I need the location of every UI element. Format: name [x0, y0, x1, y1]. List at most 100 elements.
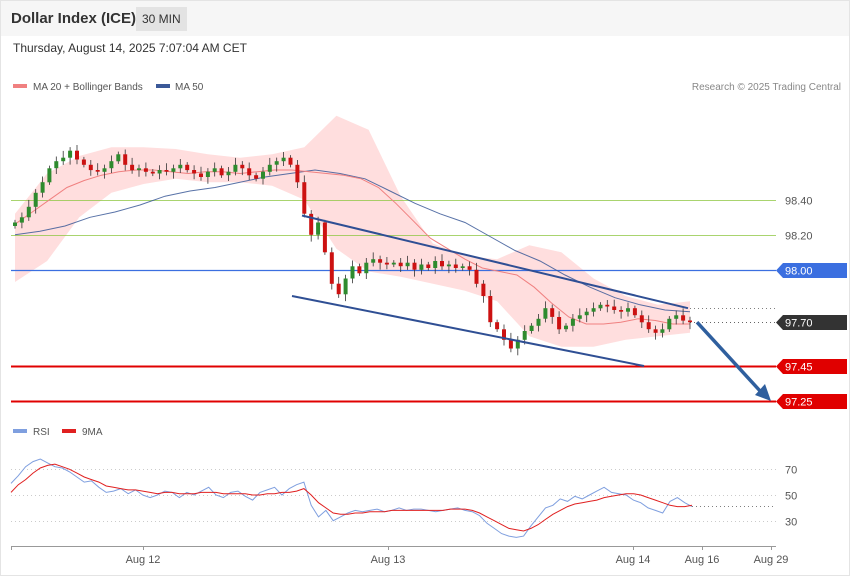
candle-body-up [522, 331, 527, 340]
candle-body-down [150, 171, 155, 174]
candle [143, 162, 148, 177]
candle-body-down [384, 262, 389, 265]
candle-body-up [171, 168, 176, 172]
candle-body-down [453, 264, 458, 268]
candle-body-down [378, 259, 383, 263]
projection-arrow-head [755, 384, 771, 401]
candle [446, 260, 451, 274]
candle-body-down [612, 306, 617, 310]
candle [502, 324, 506, 346]
candle [274, 157, 279, 172]
candle-body-up [109, 161, 114, 169]
x-axis: Aug 12 Aug 13 Aug 14 Aug 16 Aug 29 [11, 546, 788, 566]
candle [288, 155, 293, 168]
channel-upper-line [301, 214, 689, 310]
candle-body-up [364, 262, 369, 274]
candle-body-up [674, 315, 679, 319]
candle [26, 199, 31, 221]
candle [33, 189, 38, 214]
candle-body-down [412, 262, 417, 270]
ma20-line [14, 169, 690, 325]
candle [81, 156, 86, 168]
candle [550, 304, 555, 324]
candle [75, 145, 79, 165]
rsi-9ma-line [10, 463, 693, 532]
candle [681, 308, 686, 325]
candle-body-down [557, 317, 562, 330]
candle [309, 210, 314, 242]
candle-body-down [240, 164, 245, 169]
candle-body-up [446, 264, 451, 267]
candle [371, 252, 376, 267]
candle-body-up [274, 161, 279, 165]
bollinger-band [15, 115, 690, 347]
candle [378, 255, 383, 270]
candle-body-up [343, 278, 348, 295]
ma9-legend-swatch [62, 429, 76, 433]
candle-body-up [33, 192, 38, 207]
candle-body-up [316, 222, 321, 235]
candle [54, 156, 59, 174]
candle [440, 254, 444, 270]
candle-body-down [143, 168, 148, 172]
candle [137, 164, 141, 177]
candle-body-down [130, 164, 135, 171]
candle [391, 260, 396, 268]
candle-body-up [19, 217, 24, 223]
candle [205, 168, 210, 184]
candle [384, 257, 389, 270]
candle [157, 165, 162, 180]
candle [660, 323, 665, 338]
candle [302, 175, 307, 218]
candle-body-up [515, 339, 520, 349]
candle [19, 212, 24, 229]
candle-body-down [646, 322, 651, 330]
candle-body-up [405, 262, 410, 267]
candle-body-up [267, 164, 272, 172]
candle [564, 323, 568, 332]
candle [171, 164, 176, 179]
candle [591, 302, 596, 317]
candle-body-down [192, 170, 197, 174]
candle-body-down [199, 173, 203, 177]
candle-body-up [598, 304, 603, 309]
ma9-legend-label: 9MA [82, 427, 103, 438]
candle-body-down [123, 154, 128, 165]
candle [261, 167, 265, 185]
candle [646, 315, 651, 333]
level-label-97.70: 97.70 [785, 318, 813, 330]
candle-body-down [653, 329, 658, 333]
candle-body-down [467, 266, 472, 270]
bollinger-band-fill [15, 115, 690, 347]
candle [95, 163, 100, 176]
candle-body-up [13, 222, 17, 226]
candle [467, 261, 472, 276]
candle-body-up [350, 266, 355, 279]
candle [419, 258, 424, 275]
chart-timestamp: Thursday, August 14, 2025 7:07:04 AM CET [13, 41, 247, 55]
timeframe-badge[interactable]: 30 MIN [136, 7, 187, 31]
candle-body-up [233, 164, 238, 172]
candle-body-down [495, 322, 500, 330]
candle-body-down [688, 320, 692, 323]
candle [61, 150, 66, 165]
candle [109, 155, 114, 173]
candle-body-up [419, 264, 424, 270]
level-label-97.25: 97.25 [785, 397, 813, 409]
candle-body-down [502, 329, 506, 340]
x-tick-label: Aug 13 [371, 554, 406, 566]
candle-body-up [102, 168, 107, 172]
candle [426, 261, 431, 271]
candle [13, 219, 17, 229]
candle [192, 165, 197, 180]
candle-body-up [564, 325, 568, 330]
candle-body-down [322, 222, 327, 253]
candle-body-up [433, 261, 438, 268]
candle [240, 161, 245, 176]
candle [68, 147, 73, 165]
candle-body-down [632, 308, 637, 316]
candle-body-down [219, 168, 224, 176]
candle [570, 314, 575, 332]
rsi-line [10, 458, 693, 538]
